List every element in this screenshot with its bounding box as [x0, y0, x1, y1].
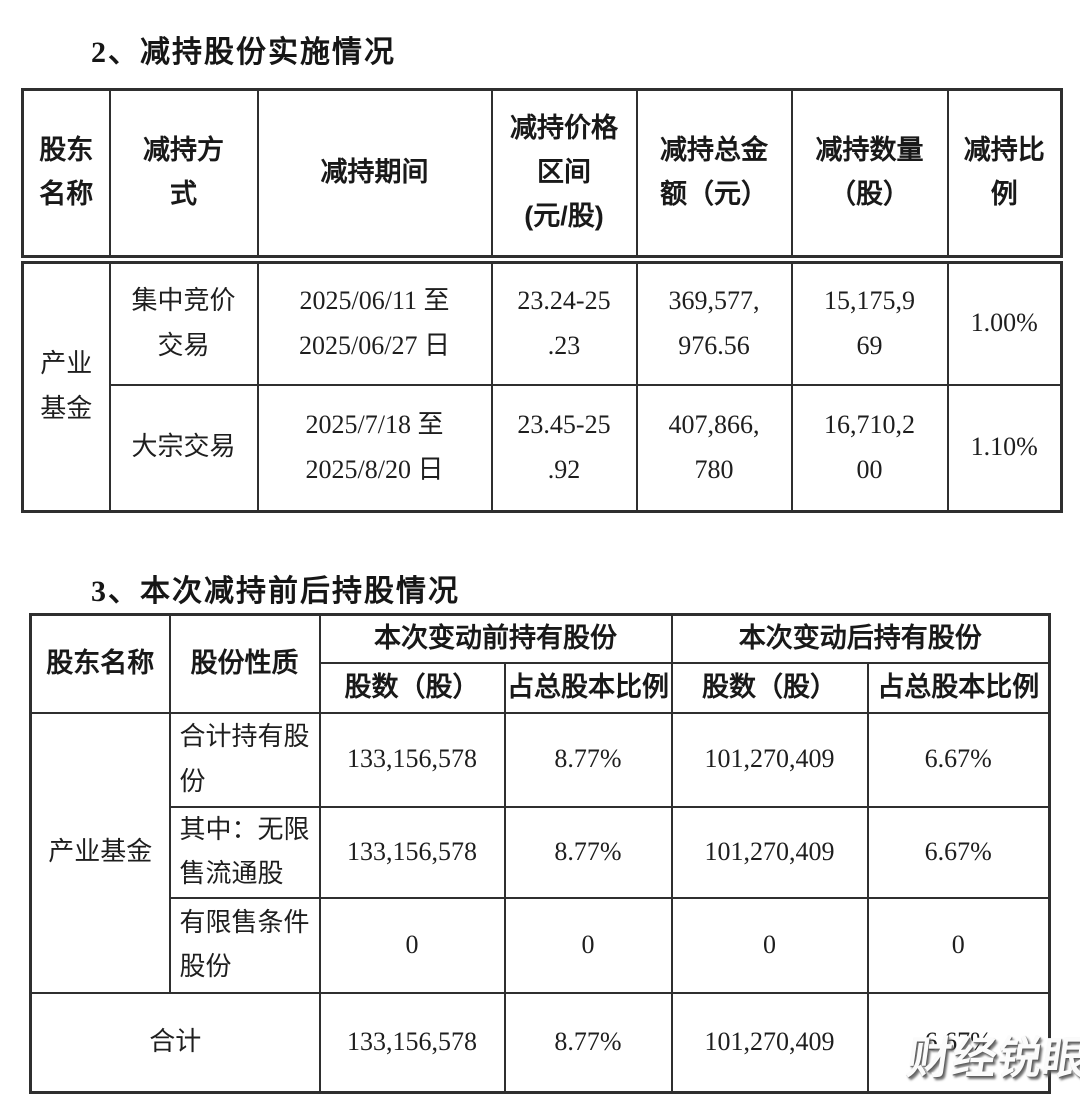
quantity-cell: 15,175,9 69: [790, 258, 949, 386]
method-cell: 集中竞价 交易: [108, 258, 259, 386]
section-title-reduction: 2、减持股份实施情况: [91, 36, 396, 69]
shares-before-cell: 133,156,578: [318, 711, 506, 808]
holdings-row-unrestricted: 其中：无限 售流通股 133,156,578 8.77% 101,270,409…: [31, 805, 1051, 899]
holdings-row-restricted: 有限售条件 股份 0 0 0 0: [31, 896, 1051, 994]
period-cell: 2025/7/18 至 2025/8/20 日: [256, 383, 493, 513]
shareholder-name-cell: 产业 基金: [21, 258, 111, 513]
holdings-header-ratio-after: 占总股本比例: [866, 661, 1051, 714]
reduction-header-period: 减持期间: [256, 88, 493, 264]
reduction-header-method: 减持方 式: [108, 88, 259, 264]
holdings-header-after-group: 本次变动后持有股份: [670, 613, 1051, 664]
ratio-before-cell: 8.77%: [503, 991, 673, 1094]
reduction-row-block-trade: 大宗交易 2025/7/18 至 2025/8/20 日 23.45-25 .9…: [23, 383, 1063, 513]
shares-after-cell: 101,270,409: [670, 711, 869, 808]
total-label-cell: 合计: [29, 991, 321, 1094]
ratio-cell: 1.00%: [946, 258, 1063, 386]
holdings-header-before-group: 本次变动前持有股份: [318, 613, 673, 664]
ratio-after-cell: 6.67%: [866, 805, 1051, 899]
shares-before-cell: 133,156,578: [318, 805, 506, 899]
shareholder-name-cell: 产业基金: [29, 711, 171, 994]
holdings-header-nature: 股份性质: [168, 613, 321, 714]
ratio-before-cell: 8.77%: [503, 711, 673, 808]
ratio-after-cell: 0: [866, 896, 1051, 994]
period-cell: 2025/06/11 至 2025/06/27 日: [256, 258, 493, 386]
ratio-before-cell: 8.77%: [503, 805, 673, 899]
watermark: 财经锐眼: [903, 1034, 1080, 1083]
nature-cell: 合计持有股 份: [168, 711, 321, 808]
quantity-cell: 16,710,2 00: [790, 383, 949, 513]
section-title-holdings: 3、本次减持前后持股情况: [91, 575, 460, 608]
holdings-row-total: 合计 133,156,578 8.77% 101,270,409 6.67%: [29, 991, 1051, 1094]
ratio-after-cell: 6.67%: [866, 991, 1051, 1094]
holdings-table: 股东名称 股份性质 本次变动前持有股份 本次变动后持有股份 股数（股） 占总股本…: [29, 613, 1051, 1095]
amount-cell: 407,866, 780: [635, 383, 793, 513]
shares-after-cell: 0: [670, 896, 869, 994]
reduction-row-auction: 产业 基金 集中竞价 交易 2025/06/11 至 2025/06/27 日 …: [21, 258, 1063, 513]
method-cell: 大宗交易: [108, 383, 259, 513]
reduction-table: 股东 名称 减持方 式 减持期间 减持价格 区间 (元/股) 减持总金 额（元）…: [21, 88, 1063, 513]
ratio-before-cell: 0: [503, 896, 673, 994]
holdings-header-shareholder: 股东名称: [29, 613, 171, 714]
reduction-header-price-range: 减持价格 区间 (元/股): [490, 88, 638, 264]
reduction-header-total-amount: 减持总金 额（元）: [635, 88, 793, 264]
shares-after-cell: 101,270,409: [670, 805, 869, 899]
price-range-cell: 23.45-25 .92: [490, 383, 638, 513]
price-range-cell: 23.24-25 .23: [490, 258, 638, 386]
shares-before-cell: 0: [318, 896, 506, 994]
ratio-cell: 1.10%: [946, 383, 1063, 513]
reduction-header-shareholder: 股东 名称: [21, 88, 111, 264]
shares-after-cell: 101,270,409: [670, 991, 869, 1094]
reduction-header-quantity: 减持数量 （股）: [790, 88, 949, 264]
shares-before-cell: 133,156,578: [318, 991, 506, 1094]
holdings-header-ratio-before: 占总股本比例: [503, 661, 673, 714]
holdings-header-shares-before: 股数（股）: [318, 661, 506, 714]
nature-cell: 其中：无限 售流通股: [168, 805, 321, 899]
reduction-header-ratio: 减持比 例: [946, 88, 1063, 264]
ratio-after-cell: 6.67%: [866, 711, 1051, 808]
holdings-header-shares-after: 股数（股）: [670, 661, 869, 714]
holdings-row-total-held: 产业基金 合计持有股 份 133,156,578 8.77% 101,270,4…: [29, 711, 1051, 994]
nature-cell: 有限售条件 股份: [168, 896, 321, 994]
amount-cell: 369,577, 976.56: [635, 258, 793, 386]
